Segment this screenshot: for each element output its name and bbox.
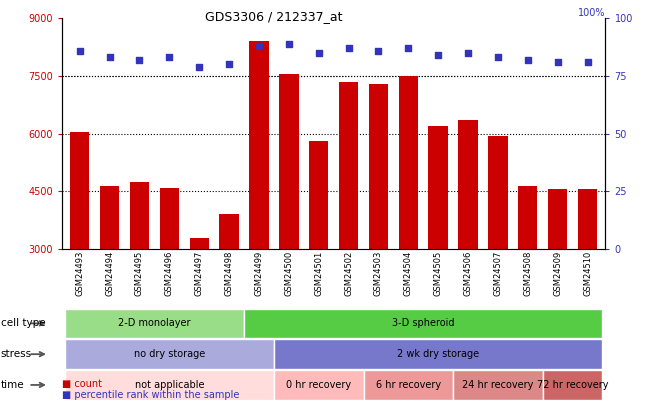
Point (493, 54, 503, 61)
Point (433, 52, 443, 58)
Text: 6 hr recovery: 6 hr recovery (376, 380, 441, 390)
Bar (159, 188, 179, 364)
Point (523, 57, 533, 63)
Point (553, 59, 563, 65)
Point (314, 50, 324, 56)
Point (463, 50, 473, 56)
Bar (70, 132, 89, 364)
Point (194, 64, 204, 70)
Point (403, 45, 413, 51)
Point (224, 61, 234, 68)
Bar (368, 84, 388, 364)
Bar (339, 82, 358, 364)
Text: time: time (1, 380, 24, 390)
Bar (219, 215, 239, 364)
Bar (518, 185, 538, 364)
Point (164, 54, 174, 61)
Bar (578, 190, 597, 364)
Bar (428, 126, 448, 364)
Bar (309, 141, 328, 364)
Point (582, 59, 592, 65)
Bar (398, 76, 418, 364)
Bar (279, 74, 299, 365)
Bar (100, 185, 119, 364)
Bar (458, 120, 478, 364)
Bar (189, 237, 209, 364)
Point (343, 45, 353, 51)
Text: no dry storage: no dry storage (133, 349, 205, 359)
Text: 3-D spheroid: 3-D spheroid (392, 318, 454, 328)
Text: 24 hr recovery: 24 hr recovery (462, 380, 534, 390)
Bar (249, 41, 269, 364)
Text: 2-D monolayer: 2-D monolayer (118, 318, 191, 328)
Point (75, 47, 85, 54)
Point (254, 43, 264, 49)
Point (104, 54, 115, 61)
Text: ■ percentile rank within the sample: ■ percentile rank within the sample (62, 390, 239, 400)
Point (284, 40, 294, 47)
Text: ■ count: ■ count (62, 379, 102, 389)
Text: 72 hr recovery: 72 hr recovery (537, 380, 608, 390)
Text: stress: stress (1, 349, 32, 359)
Bar (548, 190, 568, 364)
Text: not applicable: not applicable (135, 380, 204, 390)
Text: cell type: cell type (1, 318, 46, 328)
Point (373, 47, 383, 54)
Bar (488, 136, 508, 364)
Point (134, 57, 145, 63)
Bar (130, 182, 149, 364)
Text: 100%: 100% (578, 8, 605, 17)
Text: GDS3306 / 212337_at: GDS3306 / 212337_at (204, 10, 342, 23)
Text: 0 hr recovery: 0 hr recovery (286, 380, 352, 390)
Text: 2 wk dry storage: 2 wk dry storage (397, 349, 479, 359)
